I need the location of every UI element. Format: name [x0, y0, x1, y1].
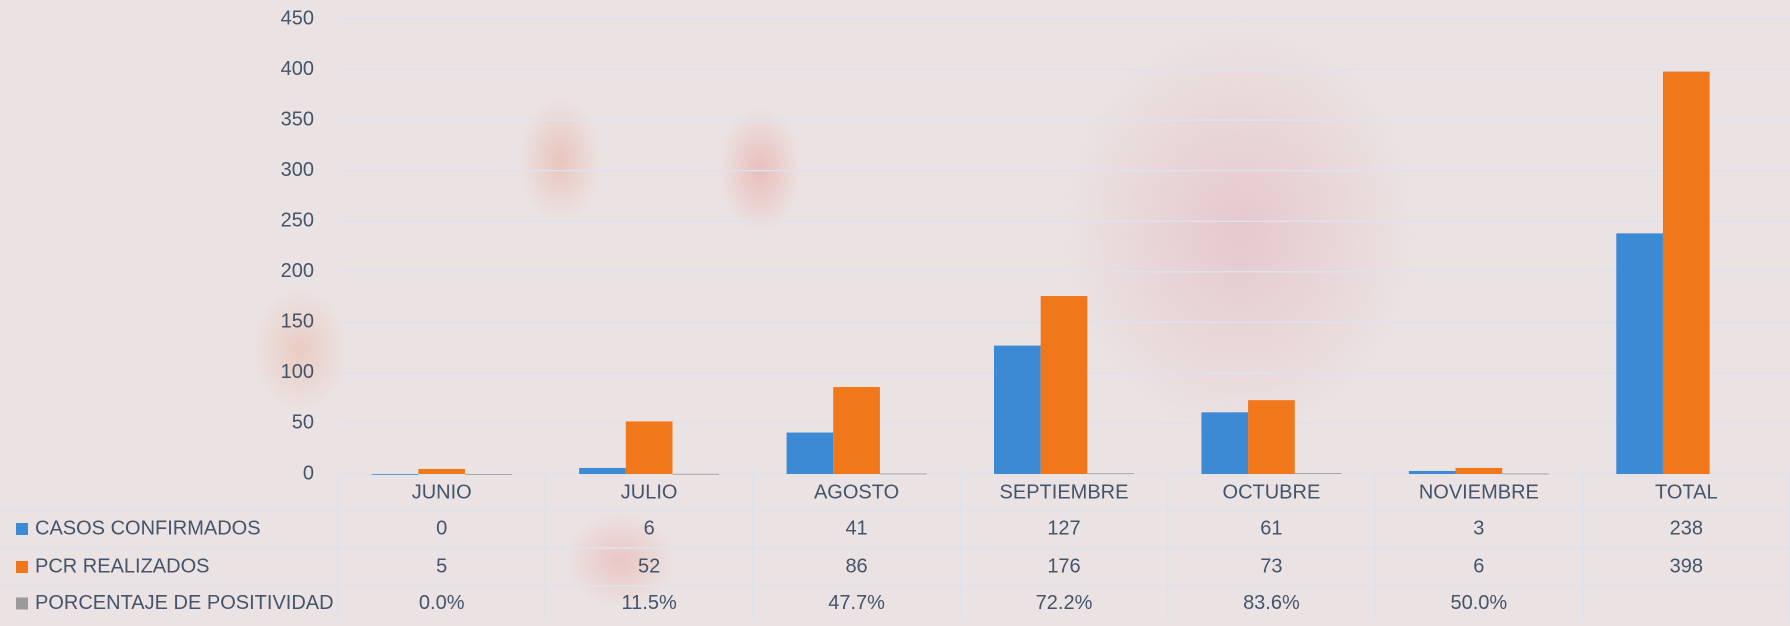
y-tick-label: 150: [281, 311, 314, 333]
bar: [1201, 412, 1248, 474]
table-cell: 47.7%: [828, 592, 885, 614]
table-cell: 176: [1047, 555, 1080, 577]
table-cell: 6: [644, 517, 655, 539]
bar: [418, 469, 465, 474]
bar: [1502, 473, 1549, 474]
y-tick-label: 300: [281, 159, 314, 181]
y-tick-label: 50: [292, 412, 314, 434]
bar: [1663, 72, 1710, 474]
bar: [1409, 471, 1456, 474]
bar: [833, 387, 880, 474]
legend-label: PCR REALIZADOS: [35, 555, 209, 577]
bar: [1616, 233, 1663, 474]
chart: 050100150200250300350400450JUNIOJULIOAGO…: [0, 0, 1790, 621]
table-cell: 398: [1670, 555, 1703, 577]
x-tick-label: JULIO: [621, 481, 678, 503]
table-cell: 0: [436, 517, 447, 539]
table-cell: 238: [1670, 517, 1703, 539]
x-tick-label: JUNIO: [412, 481, 472, 503]
bar: [880, 474, 927, 475]
bar: [787, 433, 834, 474]
bar: [626, 421, 673, 474]
y-tick-label: 0: [303, 462, 314, 484]
table-cell: 73: [1260, 555, 1282, 577]
legend-key: [16, 598, 28, 610]
x-tick-label: NOVIEMBRE: [1419, 481, 1539, 503]
y-tick-label: 200: [281, 260, 314, 282]
bar: [579, 468, 626, 474]
table-cell: 0.0%: [419, 592, 465, 614]
bar: [372, 474, 419, 475]
bar: [672, 474, 719, 475]
table-cell: 6: [1473, 555, 1484, 577]
bar: [1295, 473, 1342, 474]
y-tick-label: 100: [281, 361, 314, 383]
y-tick-label: 250: [281, 210, 314, 232]
bar: [994, 346, 1041, 474]
legend-label: CASOS CONFIRMADOS: [35, 517, 261, 539]
table-cell: 86: [845, 555, 867, 577]
table-cell: 83.6%: [1243, 592, 1300, 614]
x-tick-label: TOTAL: [1655, 481, 1718, 503]
legend-key: [16, 561, 28, 573]
bar: [1041, 296, 1088, 474]
bar: [1248, 400, 1295, 474]
x-tick-label: AGOSTO: [814, 481, 899, 503]
table-cell: 127: [1047, 517, 1080, 539]
y-tick-label: 350: [281, 108, 314, 130]
table-cell: 11.5%: [622, 592, 677, 614]
table-cell: 5: [436, 555, 447, 577]
bar: [1087, 473, 1134, 474]
y-tick-label: 450: [281, 7, 314, 29]
table-cell: 50.0%: [1450, 592, 1507, 614]
legend-label: PORCENTAJE DE POSITIVIDAD: [35, 592, 334, 614]
bar: [1456, 468, 1503, 474]
table-cell: 52: [638, 555, 660, 577]
table-cell: 3: [1473, 517, 1484, 539]
table-cell: 61: [1260, 517, 1282, 539]
bar: [465, 474, 512, 475]
x-tick-label: SEPTIEMBRE: [1000, 481, 1129, 503]
y-tick-label: 400: [281, 58, 314, 80]
legend-key: [16, 523, 28, 535]
table-cell: 41: [845, 517, 867, 539]
table-cell: 72.2%: [1036, 592, 1093, 614]
x-tick-label: OCTUBRE: [1223, 481, 1321, 503]
